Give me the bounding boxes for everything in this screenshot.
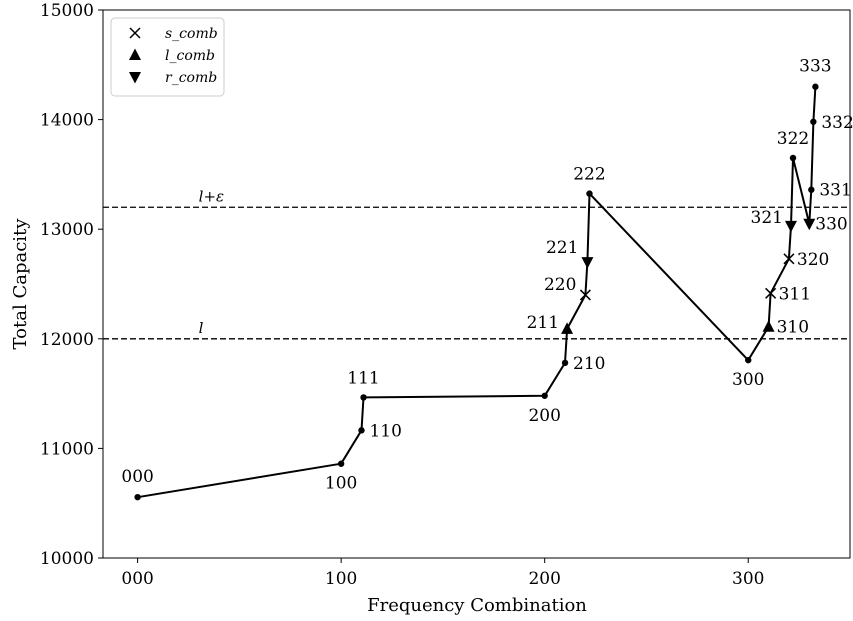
data-point-111 [360,394,367,401]
point-label-100: 100 [325,474,357,494]
legend-label: s_comb [165,26,218,42]
data-point-310 [762,320,775,332]
point-label-331: 331 [819,181,851,201]
legend-label: l_comb [165,48,215,64]
y-tick-label: 15000 [40,1,94,21]
data-point-311 [765,287,777,299]
data-point-222 [586,190,593,197]
point-labels: 000 100 110 111 200 210 211 220 221 222 300 310 311 3… [121,57,853,494]
legend-label: r_comb [165,70,217,86]
y-tick-label: 10000 [40,549,94,569]
data-point-320 [783,253,795,265]
point-label-330: 330 [815,215,847,235]
point-label-300: 300 [732,370,764,390]
data-point-322 [789,154,797,162]
data-point-331 [808,186,815,193]
point-label-322: 322 [777,129,809,149]
legend-marker-triangle-down [129,72,141,84]
x-tick-label: 200 [528,569,560,589]
data-point-200 [541,392,548,399]
legend-marker-triangle-up [129,48,141,60]
y-tick-label: 11000 [40,439,94,459]
reference-line-label: l [199,319,204,337]
data-point-333 [812,83,819,90]
y-axis-ticks: 10000 11000 12000 13000 14000 15000 [40,1,103,569]
point-label-200: 200 [528,406,560,426]
series-line-group [137,86,817,499]
reference-lines: l l+ε [103,187,850,340]
data-point-220 [579,289,591,301]
point-label-310: 310 [777,318,809,338]
x-axis-ticks: 000 100 200 300 [121,558,764,589]
y-tick-label: 13000 [40,220,94,240]
y-tick-label: 14000 [40,111,94,131]
data-point-330 [803,218,816,231]
y-tick-label: 12000 [40,330,94,350]
series-markers [134,83,819,501]
reference-line-label: l+ε [199,187,224,205]
plot-area-frame [102,9,851,559]
data-point-211 [561,322,574,334]
point-label-211: 211 [527,313,559,333]
legend-marker-x [129,27,141,39]
point-label-332: 332 [821,113,853,133]
point-label-320: 320 [797,250,829,270]
point-label-220: 220 [544,275,576,295]
x-tick-label: 100 [325,569,357,589]
x-tick-label: 000 [121,569,153,589]
point-label-333: 333 [799,57,831,77]
legend: s_comb l_comb r_comb [110,17,225,97]
data-point-332 [810,118,817,125]
data-point-110 [358,427,365,434]
data-point-221 [581,257,594,269]
legend-items: s_comb l_comb r_comb [129,26,218,86]
point-label-221: 221 [546,238,578,258]
point-label-110: 110 [369,421,401,441]
data-point-321 [784,220,797,233]
data-point-210 [561,359,569,367]
point-label-321: 321 [751,208,783,228]
data-point-000 [134,493,141,501]
point-label-311: 311 [779,284,811,304]
y-axis-label: Total Capacity [10,218,31,350]
point-label-111: 111 [347,368,379,388]
x-tick-label: 300 [732,569,764,589]
point-label-210: 210 [573,354,605,374]
data-point-300 [745,356,752,364]
series-line [137,86,817,499]
point-label-222: 222 [573,165,605,185]
data-point-100 [337,460,345,467]
x-axis-label: Frequency Combination [367,595,587,616]
point-label-000: 000 [121,467,153,487]
